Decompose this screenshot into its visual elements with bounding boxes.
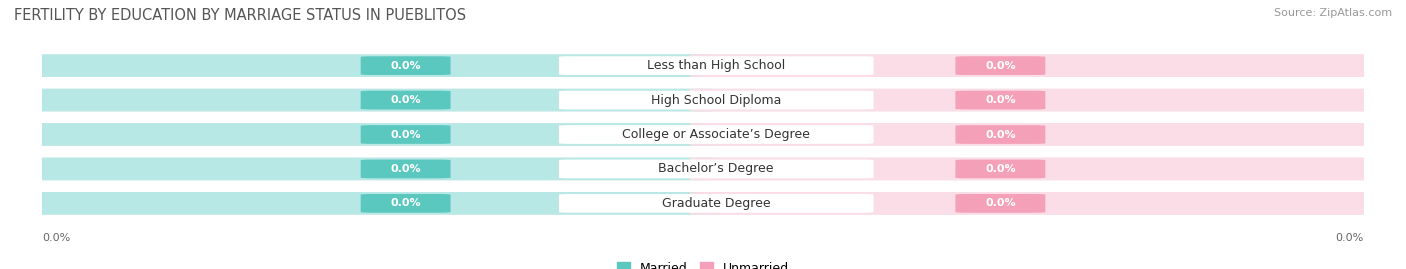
FancyBboxPatch shape	[560, 160, 873, 178]
Text: 0.0%: 0.0%	[986, 61, 1015, 71]
Text: 0.0%: 0.0%	[391, 129, 420, 140]
FancyBboxPatch shape	[361, 91, 450, 109]
FancyBboxPatch shape	[30, 89, 716, 111]
FancyBboxPatch shape	[690, 89, 1376, 111]
FancyBboxPatch shape	[560, 125, 873, 144]
FancyBboxPatch shape	[690, 123, 1376, 146]
FancyBboxPatch shape	[560, 91, 873, 109]
Text: 0.0%: 0.0%	[1336, 233, 1364, 243]
Text: College or Associate’s Degree: College or Associate’s Degree	[623, 128, 810, 141]
Text: 0.0%: 0.0%	[391, 198, 420, 208]
Text: High School Diploma: High School Diploma	[651, 94, 782, 107]
FancyBboxPatch shape	[361, 194, 450, 213]
Text: FERTILITY BY EDUCATION BY MARRIAGE STATUS IN PUEBLITOS: FERTILITY BY EDUCATION BY MARRIAGE STATU…	[14, 8, 467, 23]
Text: Source: ZipAtlas.com: Source: ZipAtlas.com	[1274, 8, 1392, 18]
FancyBboxPatch shape	[30, 89, 1376, 111]
FancyBboxPatch shape	[30, 54, 716, 77]
FancyBboxPatch shape	[30, 192, 1376, 215]
FancyBboxPatch shape	[956, 91, 1045, 109]
Text: 0.0%: 0.0%	[986, 198, 1015, 208]
FancyBboxPatch shape	[30, 123, 1376, 146]
Text: 0.0%: 0.0%	[986, 129, 1015, 140]
Text: 0.0%: 0.0%	[986, 164, 1015, 174]
FancyBboxPatch shape	[30, 192, 716, 215]
Text: 0.0%: 0.0%	[986, 95, 1015, 105]
FancyBboxPatch shape	[690, 158, 1376, 180]
FancyBboxPatch shape	[361, 160, 450, 178]
FancyBboxPatch shape	[30, 158, 716, 180]
FancyBboxPatch shape	[30, 158, 1376, 180]
FancyBboxPatch shape	[956, 56, 1045, 75]
Text: Bachelor’s Degree: Bachelor’s Degree	[658, 162, 773, 175]
FancyBboxPatch shape	[30, 123, 716, 146]
Text: 0.0%: 0.0%	[42, 233, 70, 243]
FancyBboxPatch shape	[690, 54, 1376, 77]
FancyBboxPatch shape	[956, 194, 1045, 213]
FancyBboxPatch shape	[361, 56, 450, 75]
Text: 0.0%: 0.0%	[391, 61, 420, 71]
Text: Graduate Degree: Graduate Degree	[662, 197, 770, 210]
Text: 0.0%: 0.0%	[391, 164, 420, 174]
Text: 0.0%: 0.0%	[391, 95, 420, 105]
FancyBboxPatch shape	[30, 54, 1376, 77]
FancyBboxPatch shape	[690, 192, 1376, 215]
FancyBboxPatch shape	[956, 160, 1045, 178]
FancyBboxPatch shape	[956, 125, 1045, 144]
Text: Less than High School: Less than High School	[647, 59, 786, 72]
FancyBboxPatch shape	[560, 194, 873, 213]
FancyBboxPatch shape	[361, 125, 450, 144]
Legend: Married, Unmarried: Married, Unmarried	[612, 257, 794, 269]
FancyBboxPatch shape	[560, 56, 873, 75]
